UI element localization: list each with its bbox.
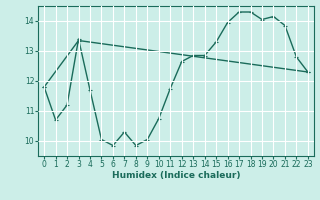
X-axis label: Humidex (Indice chaleur): Humidex (Indice chaleur) xyxy=(112,171,240,180)
